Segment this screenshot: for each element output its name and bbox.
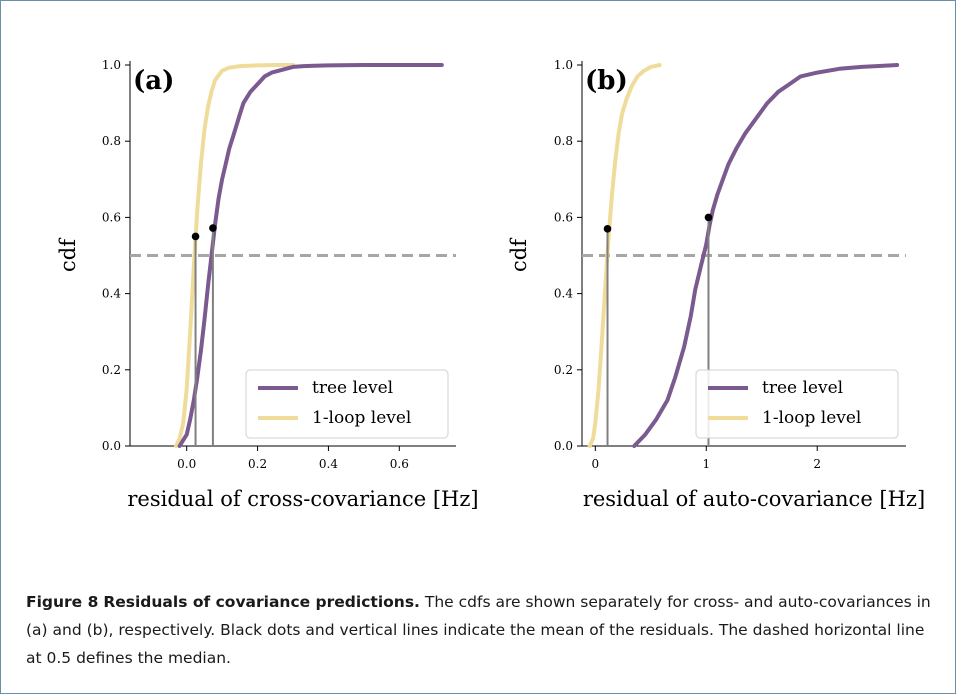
cdf-curve-tree-level <box>632 63 900 448</box>
y-tick-label: 0.4 <box>102 287 121 301</box>
x-axis-label: residual of auto-covariance [Hz] <box>583 487 925 511</box>
x-tick-label: 2 <box>813 457 821 471</box>
y-tick-label: 0.8 <box>554 134 573 148</box>
caption-title: Residuals of covariance predictions. <box>103 593 420 611</box>
figure-charts: 0.0 0.2 0.4 0.6 0.8 1.0 0.0 0.2 0.4 0.6 residual o… <box>56 58 925 511</box>
panel-label: (b) <box>585 66 628 96</box>
y-axis-label: cdf <box>56 237 80 272</box>
x-tick-label: 1 <box>702 457 710 471</box>
y-tick-label: 0.2 <box>554 363 573 377</box>
y-tick-label: 0.6 <box>554 210 573 224</box>
chart-panel-2: 0.0 0.2 0.4 0.6 0.8 1.0 0 1 2 residual of auto-co… <box>507 58 925 511</box>
y-tick-label: 1.0 <box>554 58 573 72</box>
y-tick-label: 0.2 <box>102 363 121 377</box>
y-tick-label: 0.0 <box>102 439 121 453</box>
y-tick-label: 0.8 <box>102 134 121 148</box>
y-axis-label: cdf <box>507 237 531 272</box>
mean-dot <box>191 232 200 241</box>
chart-panel-1: 0.0 0.2 0.4 0.6 0.8 1.0 0.0 0.2 0.4 0.6 residual o… <box>56 58 479 511</box>
x-tick-label: 0.2 <box>248 457 267 471</box>
x-axis-label: residual of cross-covariance [Hz] <box>127 487 478 511</box>
y-tick-label: 1.0 <box>102 58 121 72</box>
panel-label: (a) <box>133 66 174 96</box>
cdf-curve-1-loop-level <box>587 63 662 448</box>
legend-label: tree level <box>312 378 393 398</box>
mean-dot <box>209 224 217 232</box>
x-tick-label: 0.4 <box>319 457 338 471</box>
cdf-curve-tree-level <box>177 63 444 448</box>
legend-label: tree level <box>762 378 843 398</box>
x-tick-label: 0.0 <box>177 457 196 471</box>
mean-dot <box>603 225 612 233</box>
legend-label: 1-loop level <box>762 408 861 428</box>
cdf-curve-1-loop-level <box>174 63 295 448</box>
caption-body: The cdfs are shown separately for cross-… <box>26 593 931 667</box>
legend-label: 1-loop level <box>312 408 411 428</box>
caption-label: Figure 8 <box>26 593 99 611</box>
x-tick-label: 0 <box>591 457 599 471</box>
x-tick-label: 0.6 <box>390 457 409 471</box>
figure-caption: Figure 8 Residuals of covariance predict… <box>26 588 936 672</box>
y-tick-label: 0.0 <box>554 439 573 453</box>
y-tick-label: 0.6 <box>102 210 121 224</box>
mean-dot <box>704 213 713 222</box>
y-tick-label: 0.4 <box>554 287 573 301</box>
